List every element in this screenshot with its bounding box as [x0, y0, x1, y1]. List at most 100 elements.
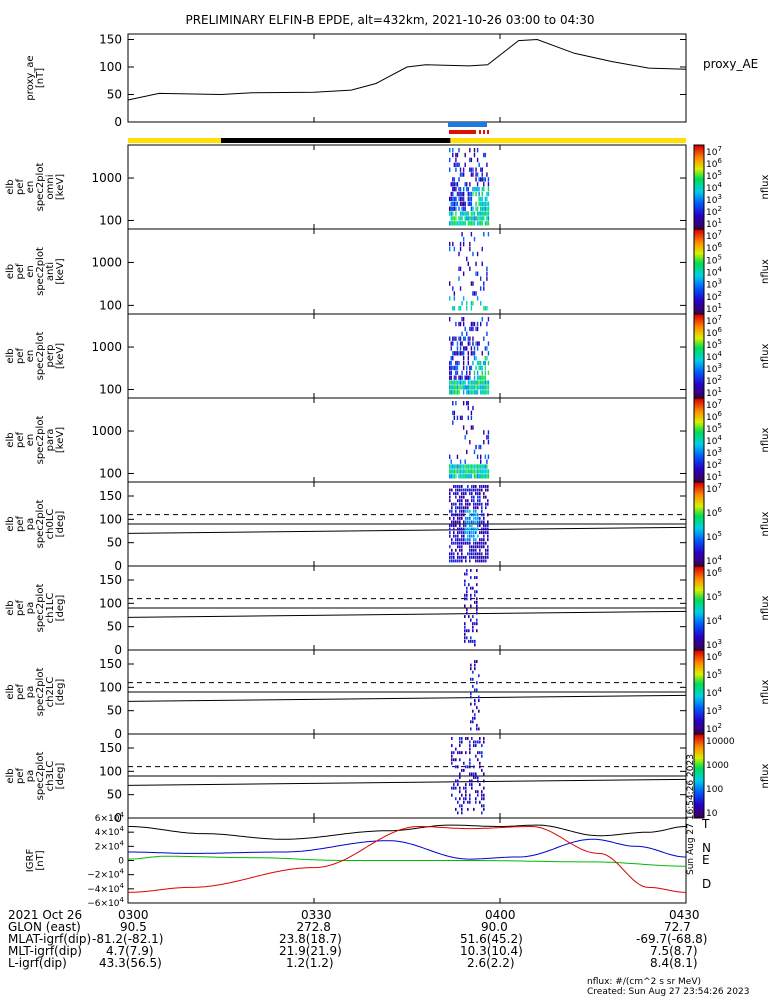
spectrogram-1-cell: [470, 172, 473, 177]
status-bar-yellow-1: [128, 138, 221, 143]
spectrogram-2-cell: [470, 301, 473, 306]
spectrogram-1-cell: [478, 177, 480, 182]
spectrogram-2-cell: [472, 251, 474, 257]
spectrogram-3-cell: [478, 360, 480, 366]
spectrogram-2-cell: [470, 306, 473, 311]
pa-spectrogram-5-cell: [483, 538, 485, 542]
pa-spectrogram-5-cell: [471, 527, 473, 531]
panel-1-ylabel-line: omni: [45, 175, 56, 200]
colorbar-1-segment: [694, 174, 704, 177]
pa-spectrogram-6-cell: [472, 586, 474, 590]
pa-spectrogram-5-cell: [459, 559, 461, 563]
spectrogram-1-cell: [475, 187, 477, 192]
spectrogram-1-cell: [475, 201, 477, 206]
pa-spectrogram-8-cell: [459, 744, 461, 748]
spectrogram-2-cell: [459, 246, 462, 252]
pa-spectrogram-5-cell: [487, 527, 489, 531]
spectrogram-2-cell: [473, 291, 476, 296]
pa-spectrogram-5-cell: [463, 527, 465, 531]
spectrogram-3-cell: [484, 385, 487, 390]
spectrogram-4-cell: [464, 469, 466, 474]
spectrogram-3-cell: [456, 360, 459, 366]
pa-spectrogram-5-cell: [479, 485, 481, 488]
pa-spectrogram-6-cell: [466, 597, 468, 601]
pa-spectrogram-5-cell: [473, 534, 475, 538]
spectrogram-2-cell: [483, 286, 485, 291]
pa-spectrogram-5-cell: [455, 524, 457, 527]
spectrogram-1-cell: [464, 211, 466, 216]
spectrogram-1-cell: [462, 191, 465, 197]
panel-7-ylabel-line: ch2LC: [45, 677, 56, 708]
colorbar-8-segment: [694, 742, 704, 745]
colorbar-7-segment: [694, 671, 704, 674]
spectrogram-3-cell: [476, 346, 479, 351]
spectrogram-4-cell: [453, 469, 456, 474]
colorbar-7-segment: [694, 704, 704, 708]
spectrogram-2-cell: [476, 271, 479, 276]
pa-spectrogram-5-cell: [481, 488, 483, 492]
spectrogram-3-cell: [481, 380, 483, 385]
pa-spectrogram-5-cell: [485, 527, 487, 531]
spectrogram-1-cell: [486, 172, 488, 177]
colorbar-2-ticklabel: 104: [706, 266, 722, 279]
colorbar-3-segment: [694, 324, 704, 328]
spectrogram-3-cell: [458, 390, 460, 395]
pa-spectrogram-8-cell: [455, 786, 457, 790]
spectrogram-3-cell: [462, 385, 465, 390]
spectrogram-4-cell: [467, 415, 469, 420]
colorbar-3-segment: [694, 393, 704, 397]
panel-2-ylabel-line: elb: [5, 264, 16, 279]
pa-spectrogram-5-cell: [469, 534, 471, 538]
colorbar-2-segment: [694, 309, 704, 313]
spectrogram-4-cell: [476, 474, 479, 479]
spectrogram-1-cell: [473, 187, 476, 192]
pa-spectrogram-6-cell: [466, 572, 468, 576]
spectrogram-3-cell: [480, 375, 482, 380]
pa-spectrogram-5-cell: [481, 552, 483, 556]
pa-spectrogram-5-cell: [487, 552, 489, 556]
colorbar-4-segment: [694, 427, 704, 430]
colorbar-6-segment: [694, 572, 704, 575]
spectrogram-1-cell: [466, 182, 468, 187]
spectrogram-3-cell: [470, 346, 473, 351]
colorbar-3-segment: [694, 370, 704, 374]
pa-spectrogram-5-cell: [469, 531, 471, 535]
colorbar-8-segment: [694, 811, 704, 815]
colorbar-3-segment: [694, 360, 704, 363]
pa-spectrogram-8-cell: [481, 793, 483, 797]
pa-spectrogram-5-cell: [479, 488, 481, 492]
spectrogram-4-cell: [483, 474, 485, 479]
spectrogram-1-cell: [478, 221, 480, 226]
pa-spectrogram-7-cell: [472, 720, 474, 724]
pa-spectrogram-8-cell: [451, 761, 453, 765]
spectrogram-3-cell: [449, 375, 451, 380]
spectrogram-1-cell: [461, 211, 463, 216]
pa-spectrogram-5-cell: [459, 548, 461, 552]
colorbar-6-segment: [694, 580, 704, 584]
colorbar-6-segment: [694, 605, 704, 609]
spectrogram-1-cell: [478, 216, 480, 221]
pa-spectrogram-5-cell: [449, 552, 451, 556]
colorbar-8-segment: [694, 815, 704, 819]
pa-spectrogram-5-cell: [479, 520, 481, 524]
spectrogram-2-cell: [453, 246, 456, 252]
pa-spectrogram-5-cell: [479, 555, 481, 559]
pa-spectrogram-5-cell: [463, 513, 465, 517]
colorbar-2-segment: [694, 265, 704, 268]
spectrogram-3-cell: [462, 321, 465, 327]
panel-9-yticklabel: 2×104: [95, 839, 125, 852]
colorbar-7-ticklabel: 105: [706, 668, 722, 681]
spectrogram-4-cell: [462, 425, 465, 430]
colorbar-1-segment: [694, 208, 704, 211]
colorbar-8-segment: [694, 746, 704, 750]
spectrogram-1-cell: [478, 162, 480, 167]
ephemeris-value: 23.8(18.7): [279, 932, 342, 946]
colorbar-3-ticklabel: 105: [706, 338, 722, 351]
colorbar-7-segment: [694, 685, 704, 689]
spectrogram-4-cell: [452, 410, 454, 416]
colorbar-2-segment: [694, 243, 704, 247]
pa-spectrogram-6-cell: [472, 625, 474, 629]
colorbar-6-segment: [694, 647, 704, 651]
pa-spectrogram-5-cell: [459, 495, 461, 499]
spectrogram-1-cell: [456, 191, 459, 197]
